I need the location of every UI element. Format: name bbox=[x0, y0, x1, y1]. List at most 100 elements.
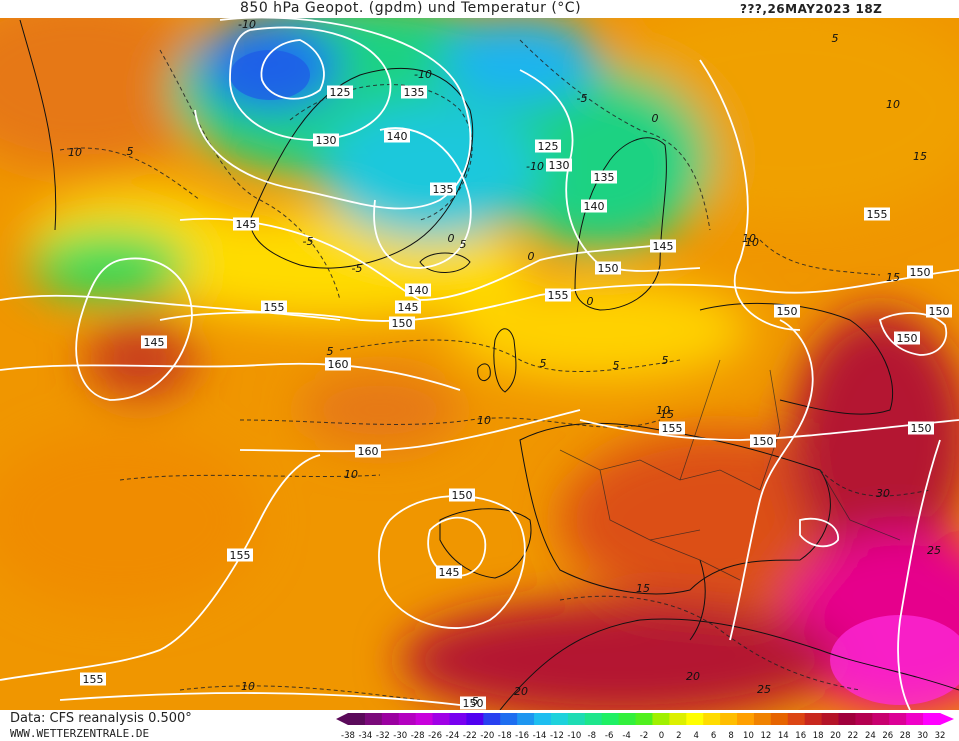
map-header: 850 hPa Geopot. (gpdm) und Temperatur (°… bbox=[0, 0, 959, 18]
colorbar-tick-label: 28 bbox=[900, 731, 911, 741]
colorbar-right-arrow bbox=[940, 713, 954, 725]
temperature-label: -5 bbox=[577, 92, 588, 105]
border-line bbox=[679, 359, 721, 481]
temperature-label: 5 bbox=[540, 357, 547, 370]
geopotential-label-text: 150 bbox=[463, 697, 484, 710]
geopotential-label: 155 bbox=[659, 421, 685, 435]
temperature-labels: -10-10-510 5-100-5-50 50505105101510151051… bbox=[68, 18, 941, 708]
contour-150-balkans bbox=[729, 319, 814, 641]
isotherms bbox=[59, 39, 931, 701]
geopotential-label-text: 145 bbox=[653, 240, 674, 253]
geopotential-label-box bbox=[227, 548, 253, 562]
geopotential-label-box bbox=[313, 133, 339, 147]
colorbar-tick-label: 20 bbox=[830, 731, 841, 741]
geopotential-label: 150 bbox=[774, 304, 800, 318]
contour-160-south bbox=[239, 409, 581, 453]
geopotential-label-box bbox=[395, 300, 421, 314]
colorbar-swatch bbox=[364, 713, 383, 725]
temperature-label: 10 bbox=[344, 468, 358, 481]
field-warm-nw bbox=[0, 18, 220, 170]
geopotential-label: 155 bbox=[545, 288, 571, 302]
geopotential-label: 140 bbox=[581, 199, 607, 213]
colorbar-swatch bbox=[381, 713, 400, 725]
colorbar-tick-label: 0 bbox=[659, 731, 664, 741]
temperature-label: 15 bbox=[660, 408, 674, 421]
geopotential-label-box bbox=[864, 207, 890, 221]
colorbar-tick-label: 22 bbox=[848, 731, 859, 741]
colorbar-tick-label: -28 bbox=[411, 731, 425, 741]
geopotential-label: 155 bbox=[864, 207, 890, 221]
contour-150 bbox=[159, 269, 959, 322]
colorbar-swatch bbox=[466, 713, 484, 725]
temperature-label: 30 bbox=[876, 487, 890, 500]
geopotential-label: 135 bbox=[401, 85, 427, 99]
geopotential-label-box bbox=[405, 283, 431, 297]
contour-155-europe bbox=[579, 419, 959, 441]
geopotential-label: 145 bbox=[650, 239, 676, 253]
contour-145 bbox=[179, 217, 661, 301]
contour-east-edge bbox=[897, 439, 941, 710]
border-line bbox=[649, 539, 741, 581]
border-line bbox=[599, 469, 701, 541]
geopotential-label-text: 140 bbox=[387, 130, 408, 143]
geopotential-label-text: 150 bbox=[452, 489, 473, 502]
colorbar-tick-label: -26 bbox=[428, 731, 442, 741]
contour-145-low bbox=[75, 257, 193, 401]
geopotential-label: 125 bbox=[535, 139, 561, 153]
geopotential-label-box bbox=[460, 696, 486, 710]
geopotential-label-text: 125 bbox=[538, 140, 559, 153]
geopotential-label-text: 150 bbox=[897, 332, 918, 345]
colorbar-swatch bbox=[517, 713, 535, 725]
colorbar-tick-label: -14 bbox=[533, 731, 547, 741]
colorbar-tick-label: 32 bbox=[935, 731, 946, 741]
colorbar-swatch bbox=[669, 713, 687, 725]
geopotential-label-text: 150 bbox=[753, 435, 774, 448]
geopotential-label: 160 bbox=[355, 444, 381, 458]
isotherm-line bbox=[239, 417, 661, 428]
temperature-label: -5 bbox=[352, 262, 363, 275]
colorbar-swatch bbox=[889, 713, 907, 725]
geopotential-label-box bbox=[581, 199, 607, 213]
contour-ne bbox=[699, 59, 801, 331]
colorbar-tick-label: 24 bbox=[865, 731, 876, 741]
colorbar-tick-label: -24 bbox=[446, 731, 460, 741]
geopotential-label-text: 150 bbox=[910, 266, 931, 279]
contour-160 bbox=[0, 362, 461, 391]
geopotential-label-text: 155 bbox=[264, 301, 285, 314]
colorbar-tick-label: 30 bbox=[917, 731, 928, 741]
colorbar-tick-label: 6 bbox=[711, 731, 716, 741]
colorbar-swatch bbox=[821, 713, 840, 725]
geopotential-label-box bbox=[750, 434, 776, 448]
colorbar-swatch bbox=[584, 713, 603, 725]
temperature-label: 10 bbox=[742, 232, 756, 245]
field-cyan-centre bbox=[320, 100, 540, 240]
geopotential-label-text: 155 bbox=[230, 549, 251, 562]
contour-125 bbox=[260, 39, 325, 100]
map-title: 850 hPa Geopot. (gpdm) und Temperatur (°… bbox=[240, 0, 582, 16]
colorbar-tick-label: 10 bbox=[743, 731, 754, 741]
isotherm-line bbox=[159, 49, 341, 301]
data-source: Data: CFS reanalysis 0.500° bbox=[10, 711, 192, 726]
geopotential-label: 145 bbox=[395, 300, 421, 314]
geopotential-label-box bbox=[384, 129, 410, 143]
geopotential-label-box bbox=[233, 217, 259, 231]
geopotential-label: 140 bbox=[405, 283, 431, 297]
colorbar-tick-label: 4 bbox=[694, 731, 699, 741]
website-url: WWW.WETTERZENTRALE.DE bbox=[10, 727, 150, 740]
geopotential-label-text: 150 bbox=[777, 305, 798, 318]
temperature-label: 10 bbox=[68, 146, 82, 159]
colorbar-swatch bbox=[483, 713, 501, 725]
geopotential-label-box bbox=[908, 421, 934, 435]
geopotential-label: 135 bbox=[430, 182, 456, 196]
geopotential-label: 130 bbox=[546, 158, 572, 172]
temperature-label: -10 bbox=[238, 18, 256, 31]
geopotential-label-text: 145 bbox=[236, 218, 257, 231]
geopotential-label-text: 140 bbox=[584, 200, 605, 213]
colorbar-swatch bbox=[398, 713, 417, 725]
geopotential-label-box bbox=[894, 331, 920, 345]
geopotential-label-box bbox=[436, 565, 462, 579]
geopotential-label-box bbox=[355, 444, 381, 458]
colorbar-tick-label: -8 bbox=[588, 731, 596, 741]
geopotential-label-box bbox=[389, 316, 415, 330]
